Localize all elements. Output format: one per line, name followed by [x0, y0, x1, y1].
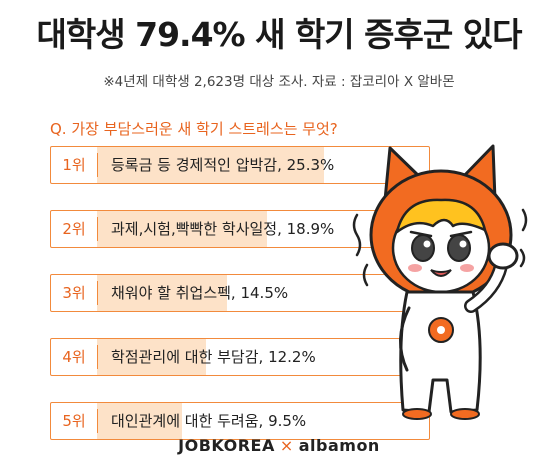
bar-fill	[97, 275, 228, 311]
rank-label: 3위	[62, 284, 86, 302]
survey-question: Q. 가장 부담스러운 새 학기 스트레스는 무엇?	[50, 120, 338, 138]
bar-row: 2위 과제,시험,빡빡한 학사일정, 18.9%	[50, 210, 430, 248]
rank-divider	[97, 217, 98, 241]
bar-label: 대인관계에 대한 두려움, 9.5%	[111, 412, 307, 430]
rank-divider	[97, 281, 98, 305]
rank-label: 4위	[62, 348, 86, 366]
rank-divider	[97, 409, 98, 433]
source-note: ※4년제 대학생 2,623명 대상 조사. 자료 : 잡코리아 X 알바몬	[103, 74, 455, 90]
bar-fill	[97, 403, 183, 439]
bar-row: 4위 학점관리에 대한 부담감, 12.2%	[50, 338, 430, 376]
rank-divider	[97, 153, 98, 177]
rank-divider	[97, 345, 98, 369]
bar-label: 채워야 할 취업스펙, 14.5%	[111, 284, 289, 302]
bar-row: 5위 대인관계에 대한 두려움, 9.5%	[50, 402, 430, 440]
bar-fill	[97, 147, 325, 183]
bar-chart: 1위 등록금 등 경제적인 압박감, 25.3% 2위 과제,시험,빡빡한 학사…	[50, 146, 430, 466]
bar-label: 등록금 등 경제적인 압박감, 25.3%	[111, 156, 335, 174]
bar-row: 3위 채워야 할 취업스펙, 14.5%	[50, 274, 430, 312]
cat-mascot-icon	[352, 144, 528, 420]
jobkorea-logo: JOBKOREA	[178, 436, 275, 455]
bar-fill	[97, 339, 207, 375]
bar-label: 과제,시험,빡빡한 학사일정, 18.9%	[111, 220, 335, 238]
rank-label: 2위	[62, 220, 86, 238]
rank-label: 5위	[62, 412, 86, 430]
rank-label: 1위	[62, 156, 86, 174]
bar-fill	[97, 211, 267, 247]
albamon-logo: albamon	[298, 436, 380, 455]
bar-label: 학점관리에 대한 부담감, 12.2%	[111, 348, 316, 366]
brand-separator: ×	[279, 436, 294, 455]
bar-row: 1위 등록금 등 경제적인 압박감, 25.3%	[50, 146, 430, 184]
brand-footer: JOBKOREA × albamon	[0, 436, 558, 455]
page-title: 대학생 79.4% 새 학기 증후군 있다	[36, 15, 523, 54]
